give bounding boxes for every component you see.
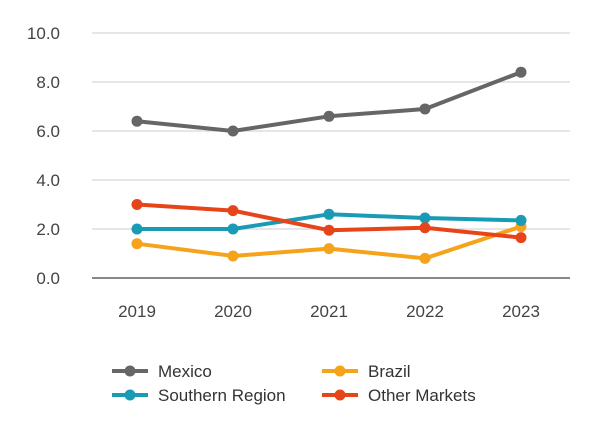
y-tick-label: 2.0 (36, 220, 60, 239)
x-tick-label: 2023 (502, 302, 540, 321)
legend-marker (334, 389, 346, 401)
series-other-markets (131, 199, 527, 244)
legend-item: Mexico (112, 362, 212, 381)
data-point (131, 115, 143, 127)
legend-marker (334, 365, 346, 377)
legend-label: Other Markets (368, 386, 476, 405)
data-point (131, 223, 143, 235)
data-point (419, 212, 431, 224)
data-point (323, 224, 335, 236)
data-point (227, 205, 239, 217)
legend-item: Southern Region (112, 386, 286, 405)
data-point (419, 222, 431, 234)
series-southern-region (131, 208, 527, 235)
y-tick-label: 10.0 (27, 24, 60, 43)
x-tick-label: 2021 (310, 302, 348, 321)
legend-label: Brazil (368, 362, 411, 381)
legend: Mexico Brazil Southern Region Other Markets (112, 362, 476, 405)
data-point (323, 243, 335, 255)
series-line (135, 70, 523, 133)
x-tick-label: 2019 (118, 302, 156, 321)
data-point (227, 125, 239, 137)
y-tick-label: 6.0 (36, 122, 60, 141)
series-mexico (131, 66, 527, 137)
y-axis-ticks: 0.0 2.0 4.0 6.0 8.0 10.0 (27, 24, 60, 288)
legend-marker (124, 389, 136, 401)
legend-label: Mexico (158, 362, 212, 381)
data-point (323, 110, 335, 122)
data-point (515, 214, 527, 226)
grid-lines (92, 32, 570, 230)
data-point (419, 103, 431, 115)
y-tick-label: 4.0 (36, 171, 60, 190)
x-tick-label: 2022 (406, 302, 444, 321)
data-point (323, 208, 335, 220)
data-point (227, 223, 239, 235)
data-point (515, 232, 527, 244)
data-point (227, 250, 239, 262)
data-point (515, 66, 527, 78)
y-tick-label: 0.0 (36, 269, 60, 288)
data-point (131, 199, 143, 210)
series-brazil (131, 221, 527, 264)
data-point (131, 238, 143, 250)
data-point (419, 252, 431, 264)
legend-item: Brazil (322, 362, 411, 381)
x-axis-ticks: 2019 2020 2021 2022 2023 (118, 302, 540, 321)
series-lines (131, 66, 527, 264)
legend-label: Southern Region (158, 386, 286, 405)
x-tick-label: 2020 (214, 302, 252, 321)
legend-marker (124, 365, 136, 377)
legend-item: Other Markets (322, 386, 476, 405)
y-tick-label: 8.0 (36, 73, 60, 92)
